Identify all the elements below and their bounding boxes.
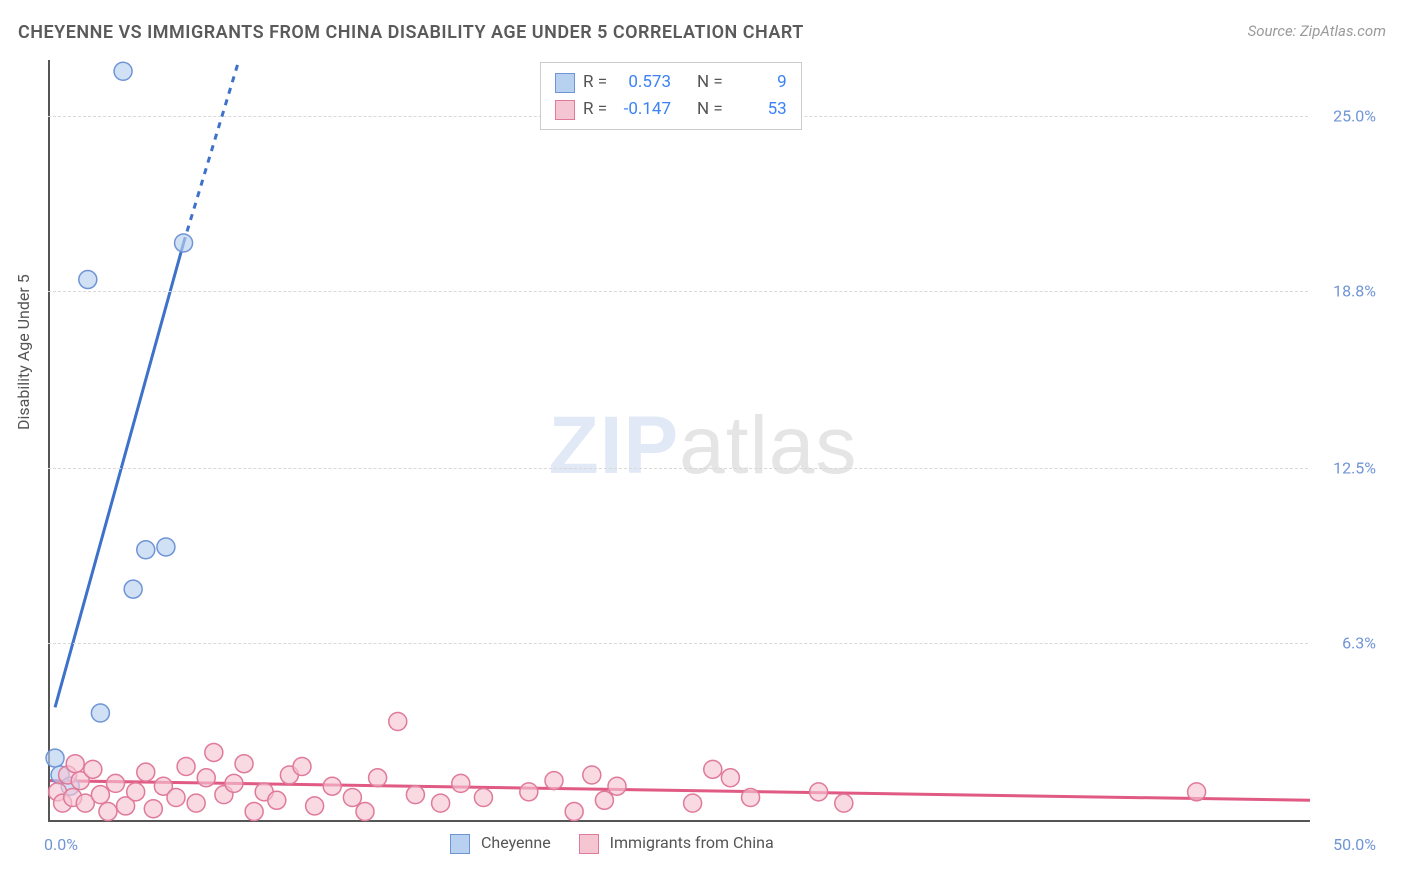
data-point (175, 234, 193, 252)
data-point (167, 788, 185, 806)
data-point (137, 763, 155, 781)
data-point (583, 766, 601, 784)
data-point (225, 774, 243, 792)
data-point (810, 783, 828, 801)
data-point (268, 791, 286, 809)
data-point (124, 580, 142, 598)
legend-item: Immigrants from China (579, 833, 774, 854)
r-value: 0.573 (615, 69, 671, 96)
data-point (306, 797, 324, 815)
data-point (293, 758, 311, 776)
data-point (742, 788, 760, 806)
chart-title: CHEYENNE VS IMMIGRANTS FROM CHINA DISABI… (18, 22, 804, 43)
plot-area (48, 60, 1310, 822)
n-label: N = (697, 96, 723, 123)
data-point (389, 712, 407, 730)
y-tick-label: 6.3% (1342, 633, 1376, 652)
legend-bottom: Cheyenne Immigrants from China (450, 833, 774, 854)
data-point (1188, 783, 1206, 801)
data-point (177, 758, 195, 776)
data-point (66, 755, 84, 773)
legend-swatch (579, 834, 599, 854)
data-point (595, 791, 613, 809)
data-point (356, 803, 374, 821)
data-point (369, 769, 387, 787)
legend-swatch (555, 73, 575, 93)
data-point (474, 788, 492, 806)
data-point (91, 786, 109, 804)
legend-label: Immigrants from China (610, 833, 774, 852)
y-tick-label: 12.5% (1333, 459, 1376, 478)
data-point (127, 783, 145, 801)
data-point (406, 786, 424, 804)
chart-container: CHEYENNE VS IMMIGRANTS FROM CHINA DISABI… (0, 0, 1406, 892)
r-label: R = (583, 69, 607, 96)
legend-stats-box: R = 0.573 N = 9 R = -0.147 N = 53 (540, 62, 802, 130)
gridline (48, 291, 1308, 292)
data-point (157, 538, 175, 556)
n-value: 9 (731, 69, 787, 96)
data-point (79, 271, 97, 289)
source-attribution: Source: ZipAtlas.com (1248, 22, 1386, 40)
x-axis-max-label: 50.0% (1333, 835, 1376, 854)
data-point (99, 803, 117, 821)
data-point (343, 788, 361, 806)
data-point (721, 769, 739, 787)
legend-stats-row: R = -0.147 N = 53 (555, 96, 787, 123)
data-point (114, 62, 132, 80)
x-axis-min-label: 0.0% (44, 835, 78, 854)
trend-line-dashed (184, 60, 239, 243)
data-point (107, 774, 125, 792)
legend-label: Cheyenne (481, 833, 551, 852)
data-point (432, 794, 450, 812)
data-point (323, 777, 341, 795)
legend-swatch (555, 100, 575, 120)
data-point (205, 743, 223, 761)
legend-item: Cheyenne (450, 833, 551, 854)
data-point (197, 769, 215, 787)
data-point (144, 800, 162, 818)
n-value: 53 (731, 96, 787, 123)
gridline (48, 468, 1308, 469)
data-point (91, 704, 109, 722)
legend-stats-row: R = 0.573 N = 9 (555, 69, 787, 96)
data-point (245, 803, 263, 821)
data-point (137, 541, 155, 559)
y-tick-label: 25.0% (1333, 107, 1376, 126)
plot-svg (50, 60, 1310, 820)
data-point (187, 794, 205, 812)
data-point (520, 783, 538, 801)
trend-line (55, 243, 184, 707)
data-point (545, 772, 563, 790)
data-point (608, 777, 626, 795)
data-point (84, 760, 102, 778)
data-point (235, 755, 253, 773)
data-point (565, 803, 583, 821)
legend-swatch (450, 834, 470, 854)
y-axis-label: Disability Age Under 5 (14, 274, 33, 430)
data-point (835, 794, 853, 812)
data-point (704, 760, 722, 778)
n-label: N = (697, 69, 723, 96)
data-point (46, 749, 64, 767)
y-tick-label: 18.8% (1333, 281, 1376, 300)
data-point (452, 774, 470, 792)
r-label: R = (583, 96, 607, 123)
gridline (48, 643, 1308, 644)
data-point (684, 794, 702, 812)
r-value: -0.147 (615, 96, 671, 123)
